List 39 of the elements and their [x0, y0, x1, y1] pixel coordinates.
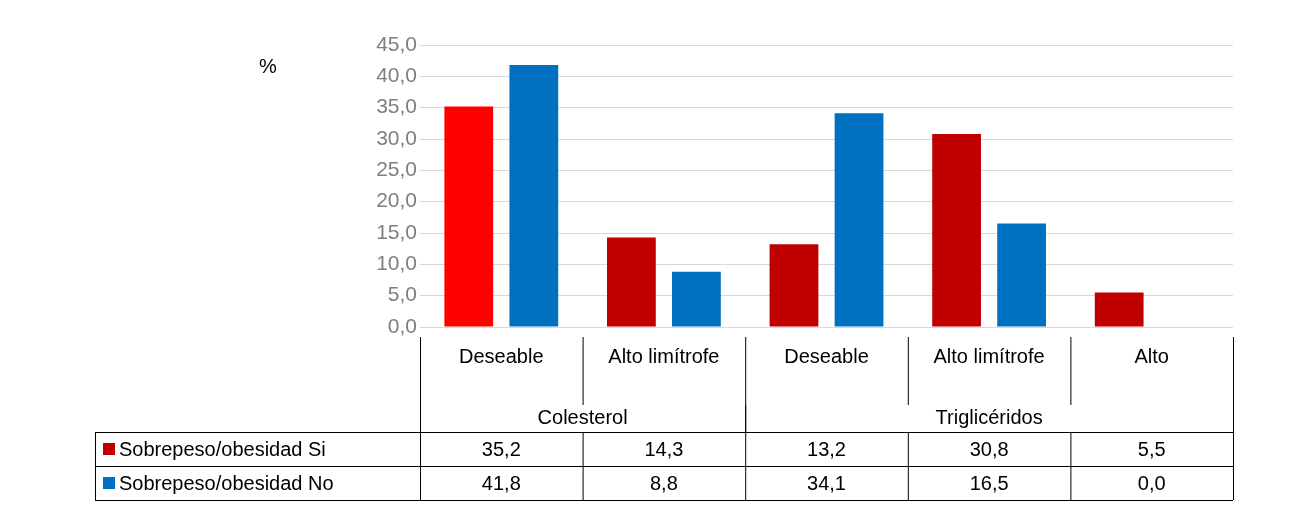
- data-label: 35,2: [481, 437, 521, 460]
- y-tick-label: 10,0: [376, 251, 417, 275]
- bar: [1094, 292, 1144, 327]
- bar: [444, 106, 494, 327]
- bar: [834, 113, 884, 327]
- y-tick-label: 35,0: [376, 94, 417, 118]
- bar: [769, 244, 819, 327]
- x-tick-label: Alto limítrofe: [933, 344, 1045, 367]
- data-label: 14,3: [644, 437, 684, 460]
- data-label: 5,5: [1137, 437, 1166, 460]
- x-tick-label: Deseable: [784, 344, 869, 367]
- legend-label: Sobrepeso/obesidad Si: [119, 437, 326, 460]
- data-label: 8,8: [649, 471, 678, 494]
- y-tick-label: 5,0: [387, 282, 417, 306]
- y-tick-label: 30,0: [376, 125, 417, 149]
- y-axis-title: %: [259, 54, 278, 77]
- bar: [672, 271, 721, 327]
- x-tick-label: Deseable: [459, 344, 544, 367]
- y-tick-label: 40,0: [376, 63, 417, 87]
- data-label: 0,0: [1137, 471, 1166, 494]
- text: Colesterol: [537, 405, 628, 428]
- text: Triglicéridos: [935, 405, 1043, 428]
- bar: [606, 237, 656, 327]
- y-tick-label: 0,0: [387, 313, 417, 337]
- bar: [932, 133, 981, 327]
- y-tick-label: 45,0: [376, 31, 417, 55]
- y-tick-label: 20,0: [376, 188, 417, 212]
- x-tick-label: Alto: [1134, 344, 1169, 367]
- bar: [997, 223, 1047, 327]
- data-label: 30,8: [969, 437, 1009, 460]
- y-tick-label: 25,0: [376, 157, 417, 181]
- bar: [509, 65, 559, 327]
- x-tick-label: Alto limítrofe: [608, 344, 720, 367]
- y-tick-label: 15,0: [376, 219, 417, 243]
- data-label: 13,2: [807, 437, 846, 460]
- legend-label: Sobrepeso/obesidad No: [119, 471, 334, 494]
- data-label: 34,1: [807, 471, 846, 494]
- data-label: 41,8: [481, 471, 521, 494]
- data-label: 16,5: [969, 471, 1009, 494]
